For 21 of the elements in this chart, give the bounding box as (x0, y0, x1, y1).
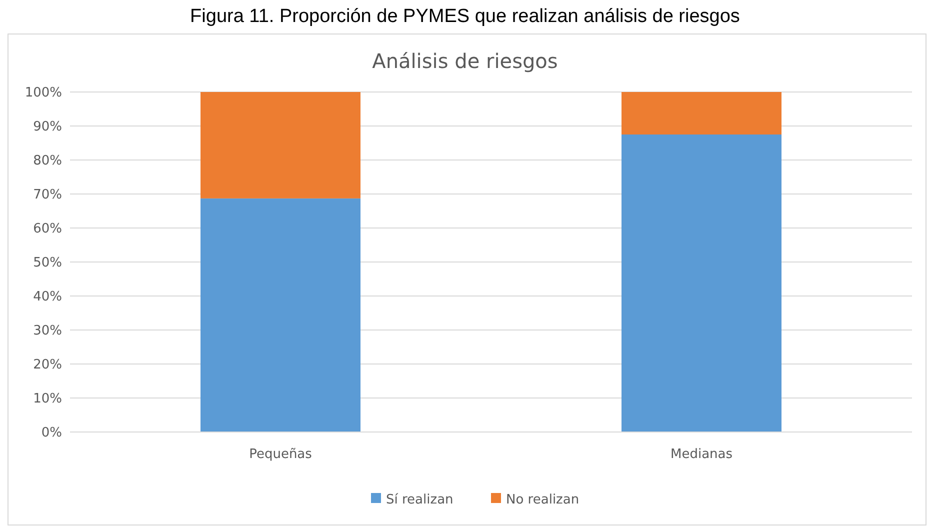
y-tick-label: 0% (41, 426, 62, 441)
x-tick-label: Pequeñas (249, 447, 312, 462)
y-tick-label: 50% (33, 256, 62, 271)
x-tick-label: Medianas (670, 447, 733, 462)
bar (622, 134, 782, 432)
legend-label: No realizan (506, 492, 580, 508)
y-tick-label: 90% (33, 120, 62, 135)
legend-label: Sí realizan (386, 492, 454, 508)
bar (200, 92, 360, 198)
y-tick-label: 100% (24, 86, 62, 101)
y-tick-label: 10% (33, 392, 62, 407)
text: Figura 11. Proporción de PYMES que realizan análisis de riesgos (190, 6, 740, 27)
y-tick-label: 20% (33, 358, 62, 373)
y-tick-label: 60% (33, 222, 62, 237)
bar (200, 198, 360, 432)
y-tick-label: 30% (33, 324, 62, 339)
y-tick-label: 70% (33, 188, 62, 203)
chart-title: Análisis de riesgos (372, 49, 558, 73)
bar (622, 92, 782, 134)
y-tick-label: 80% (33, 154, 62, 169)
y-tick-label: 40% (33, 290, 62, 305)
